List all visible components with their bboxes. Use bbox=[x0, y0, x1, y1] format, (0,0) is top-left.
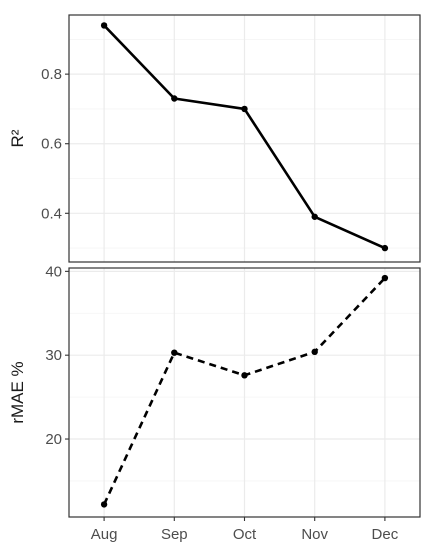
data-point-r2-aug bbox=[100, 22, 108, 29]
data-point-rmae-sep bbox=[171, 349, 178, 356]
y-tick-label: 0.4 bbox=[41, 205, 62, 222]
panel-border bbox=[68, 14, 421, 263]
panel-rmae: 20 30 40 rMAE % bbox=[8, 263, 421, 518]
y-tick-label: 30 bbox=[45, 347, 62, 364]
x-tick-label-dec: Dec bbox=[372, 526, 399, 543]
y-axis-title-rmae: rMAE % bbox=[8, 361, 27, 423]
panel-r2: 0.4 0.6 0.8 R² bbox=[8, 14, 421, 263]
x-tick-label-oct: Oct bbox=[233, 526, 257, 543]
y-tick-label: 20 bbox=[45, 431, 62, 448]
data-point-rmae-dec bbox=[381, 274, 389, 282]
x-tick-label-sep: Sep bbox=[161, 526, 188, 543]
data-point-r2-sep bbox=[171, 95, 178, 102]
x-axis: Aug Sep Oct Nov Dec bbox=[91, 517, 399, 543]
y-tick-label: 0.8 bbox=[41, 66, 62, 83]
x-tick-label-nov: Nov bbox=[301, 526, 328, 543]
data-point-r2-oct bbox=[241, 105, 248, 113]
x-tick-label-aug: Aug bbox=[91, 526, 118, 543]
data-point-rmae-oct bbox=[241, 372, 248, 379]
y-tick-label: 0.6 bbox=[41, 136, 62, 153]
y-axis-title-r2: R² bbox=[8, 129, 27, 147]
data-point-r2-nov bbox=[311, 213, 318, 220]
y-tick-label: 40 bbox=[45, 263, 62, 280]
data-point-rmae-nov bbox=[311, 348, 318, 356]
data-point-r2-dec bbox=[381, 244, 389, 252]
data-point-rmae-aug bbox=[100, 501, 108, 508]
